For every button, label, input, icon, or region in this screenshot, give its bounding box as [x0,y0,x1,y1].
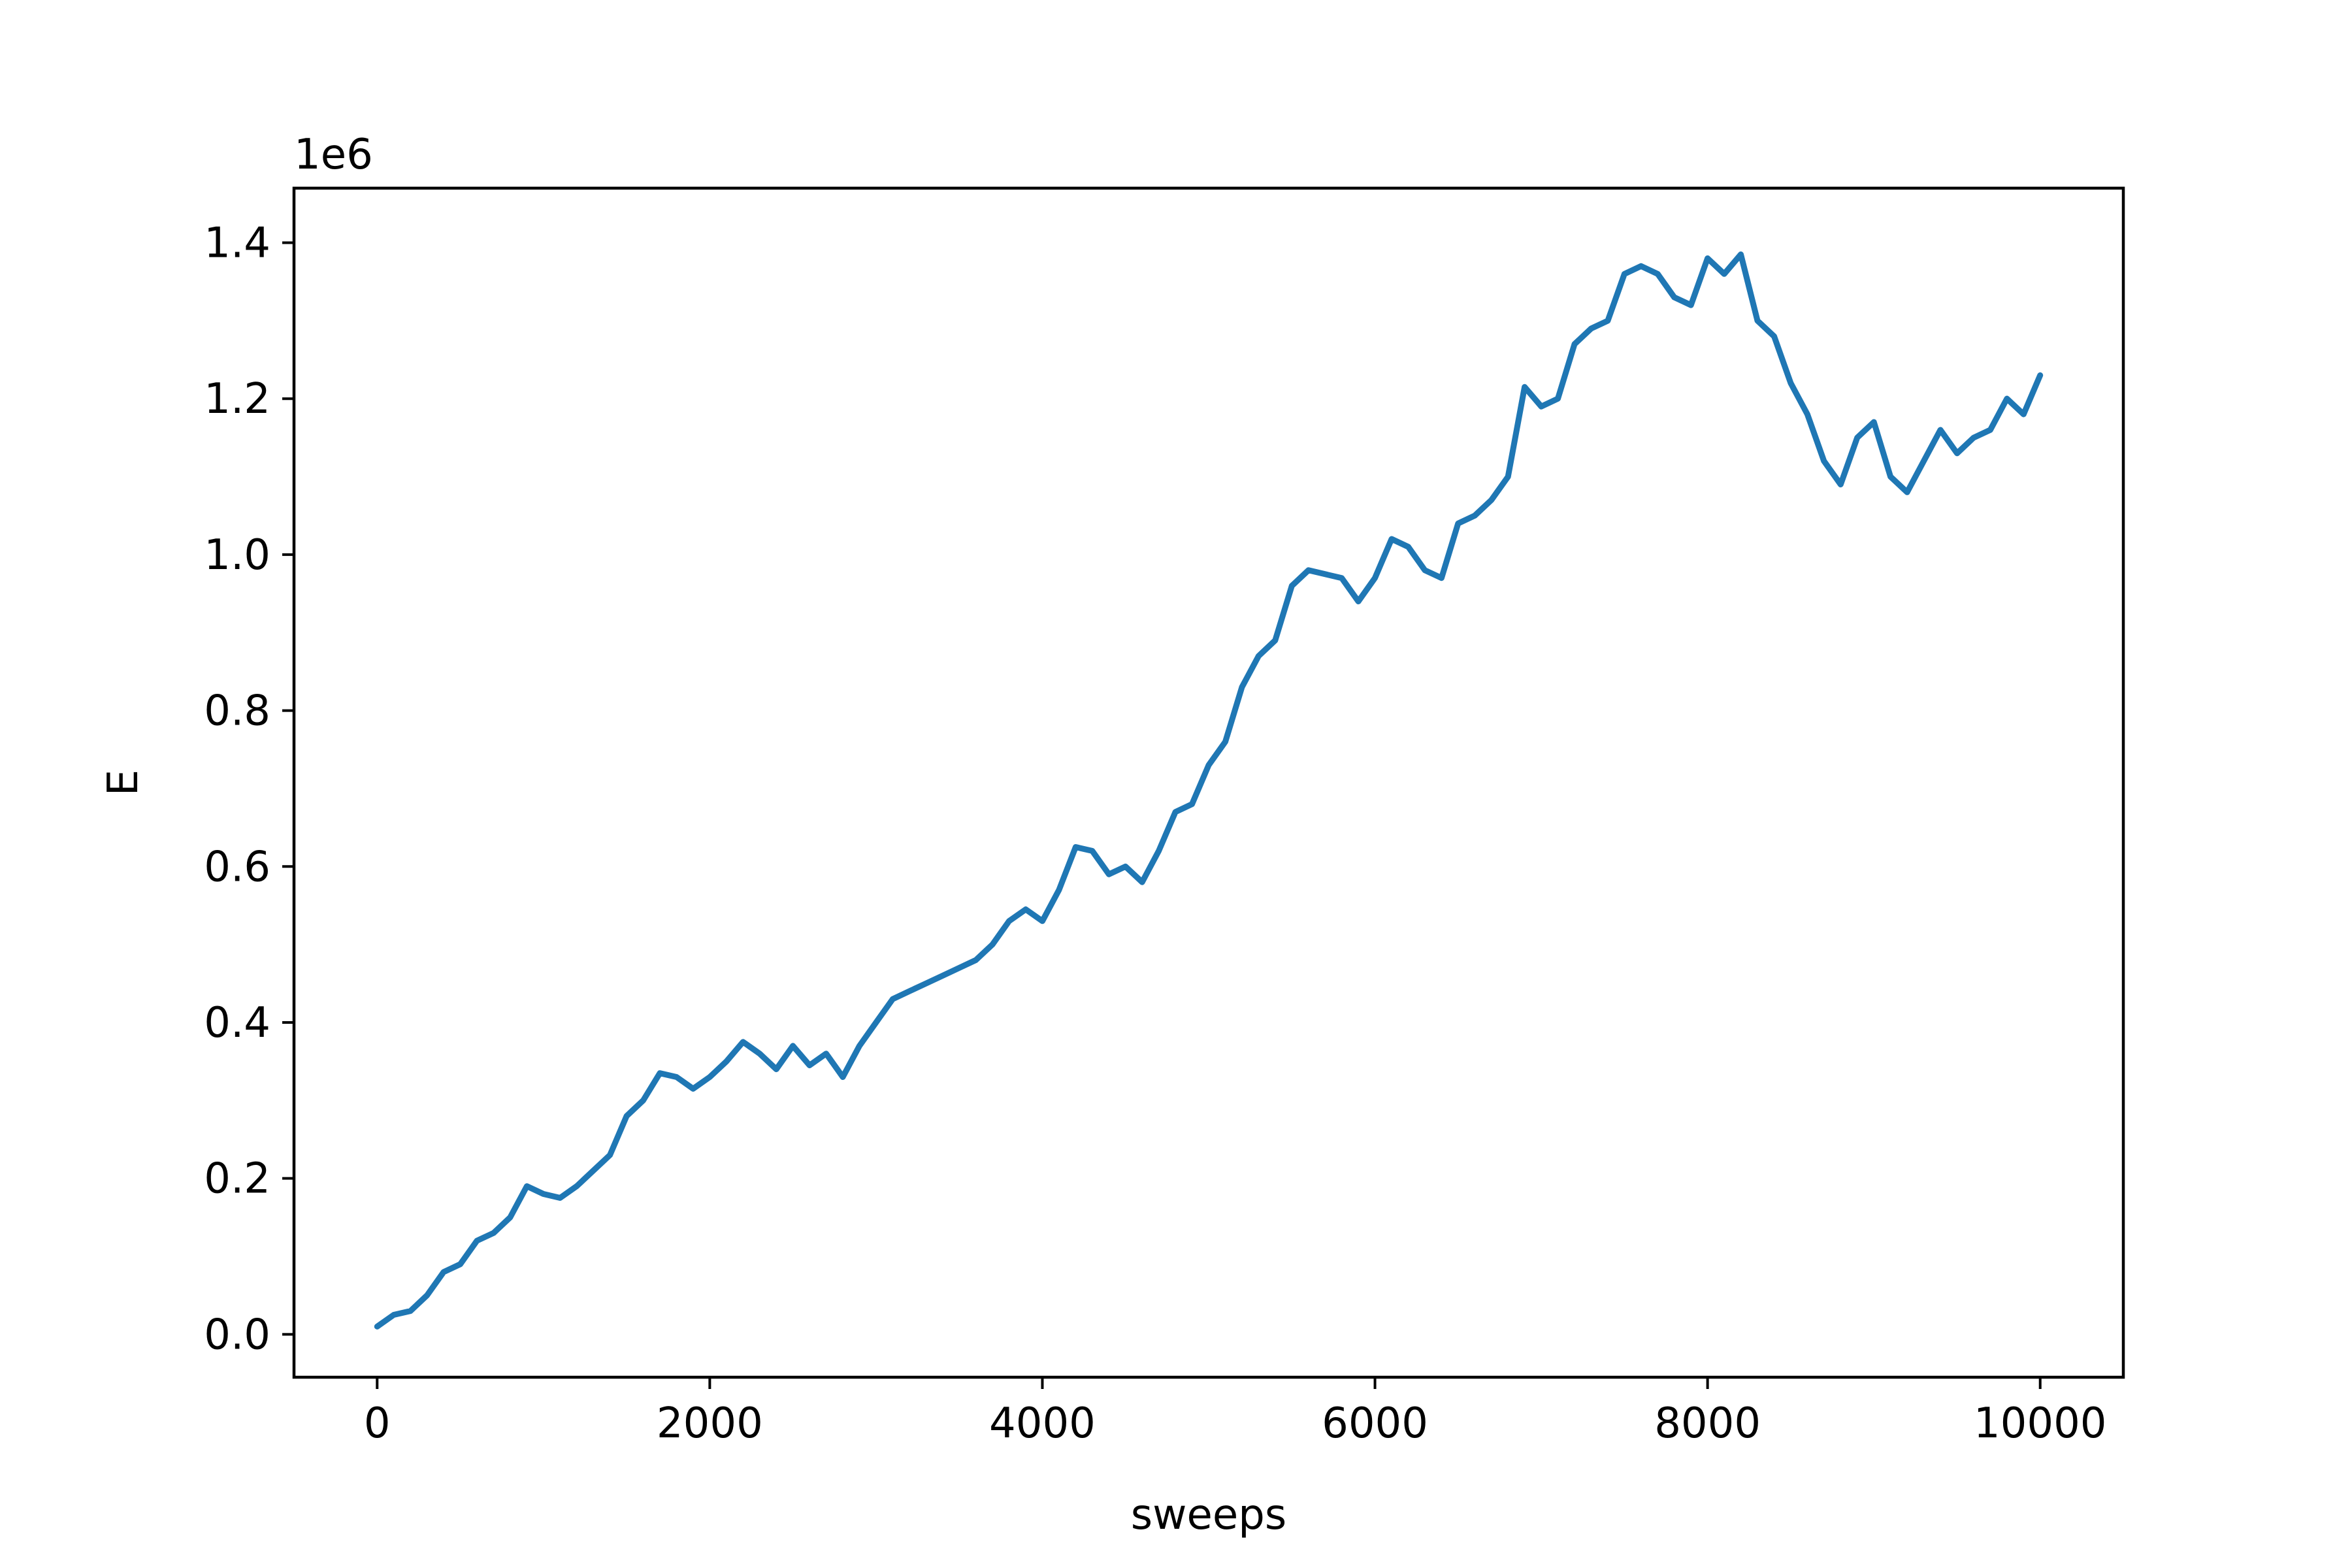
y-tick-label: 0.6 [204,843,270,891]
x-axis-label: sweeps [1131,1491,1286,1539]
y-tick-label: 1.2 [204,375,270,423]
y-axis-ticks: 0.0 0.2 0.4 0.6 0.8 1.0 1.2 1.4 [204,220,294,1359]
y-tick-label: 1.0 [204,531,270,580]
x-tick-label: 2000 [657,1399,763,1448]
x-axis-ticks: 0 2000 4000 6000 8000 10000 [364,1377,2107,1448]
y-tick-label: 0.8 [204,687,270,736]
y-tick-label: 0.4 [204,999,270,1047]
x-tick-label: 0 [364,1399,391,1448]
x-tick-label: 10000 [1974,1399,2107,1448]
plot-frame [292,186,2125,1379]
y-tick-label: 0.0 [204,1311,270,1359]
y-axis-label: E [99,770,148,796]
y-offset-label: 1e6 [294,131,373,179]
x-tick-label: 4000 [989,1399,1096,1448]
y-tick-label: 1.4 [204,220,270,268]
x-tick-label: 6000 [1322,1399,1428,1448]
series-line [374,251,2044,1330]
x-tick-label: 8000 [1654,1399,1761,1448]
y-tick-label: 0.2 [204,1155,270,1203]
